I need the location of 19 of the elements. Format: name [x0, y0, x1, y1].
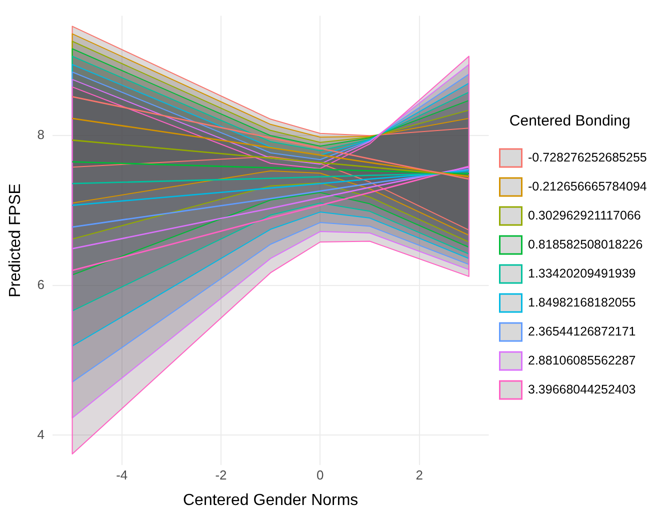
legend-label: -0.728276252685255 [528, 150, 647, 164]
y-tick-label: 6 [37, 277, 44, 292]
legend-label: 2.88106085562287 [528, 353, 636, 368]
y-axis-title: Predicted FPSE [7, 184, 24, 298]
legend-label: 3.39668044252403 [528, 382, 636, 396]
legend-label: 1.84982168182055 [528, 295, 636, 310]
y-tick-label: 4 [37, 426, 44, 442]
x-axis-title: Centered Gender Norms [182, 492, 358, 509]
x-tick-label: 2 [416, 468, 423, 483]
legend-label: -0.212656665784094 [528, 179, 647, 194]
x-tick-label: 0 [316, 468, 324, 483]
x-tick-label: -4 [116, 468, 128, 483]
legend-label: 1.33420209491939 [528, 266, 636, 280]
legend-label: 0.302962921117066 [528, 208, 641, 222]
x-tick-label: -2 [215, 468, 227, 483]
legend-label: 2.36544126872171 [528, 324, 636, 338]
y-tick-label: 8 [37, 127, 44, 142]
legend-title: Centered Bonding [509, 112, 630, 130]
legend-label: 0.818582508018226 [528, 237, 643, 252]
